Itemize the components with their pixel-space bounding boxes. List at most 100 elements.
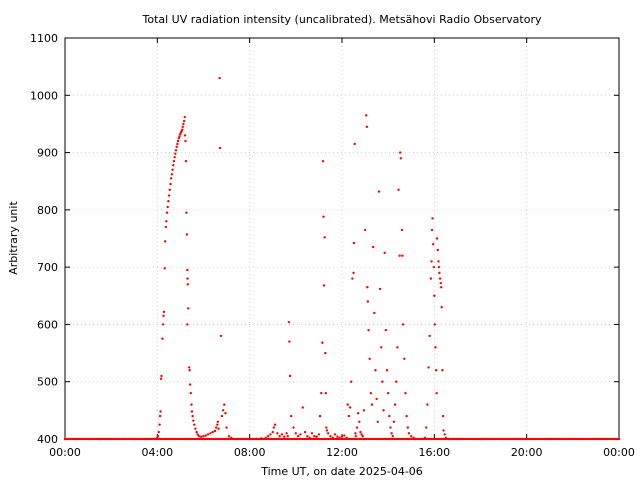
data-point [286,434,289,438]
data-point [156,434,160,438]
data-point [285,432,288,435]
data-point [363,228,367,232]
data-point [176,142,179,146]
y-tick-label: 1100 [30,32,58,45]
data-point [431,243,435,246]
y-tick-label: 600 [37,318,58,331]
data-point [174,149,178,152]
data-point [385,369,389,372]
data-point [352,271,355,275]
data-point [384,328,388,332]
data-point [426,403,429,406]
data-point [325,429,329,432]
data-point [354,432,357,435]
data-point [280,433,284,436]
data-point [360,433,363,436]
data-point [374,369,377,372]
data-point [292,426,295,429]
data-point [178,135,181,138]
data-point [174,152,177,155]
data-point [440,306,443,309]
data-point [227,434,231,438]
data-point [163,267,166,270]
data-point [356,412,360,415]
data-point [388,414,391,418]
data-point [185,211,188,214]
data-point [391,434,394,438]
data-point [425,426,428,429]
data-point [169,182,172,186]
y-tick-label: 500 [37,376,58,389]
data-point [324,351,327,355]
data-point [224,412,227,415]
grid [65,38,619,439]
data-point [173,155,176,159]
x-tick-label: 12:00 [326,446,358,459]
data-point [221,409,225,412]
data-point [278,434,281,438]
data-point [193,423,196,426]
data-point [315,435,318,438]
data-point [347,414,351,418]
y-tick-label: 900 [37,147,58,160]
data-point [288,374,292,378]
x-tick-label: 00:00 [49,446,81,459]
data-point [172,159,176,163]
data-point [436,248,439,252]
data-point [365,114,368,117]
data-point [159,410,162,413]
data-point [410,434,413,438]
data-point [310,432,314,435]
data-point [432,265,436,269]
x-tick-label: 08:00 [234,446,266,459]
data-point [158,423,161,426]
data-point [381,380,384,383]
data-point [433,294,436,297]
y-axis-label: Arbitrary unit [7,201,20,275]
data-point [434,369,438,372]
data-point [336,435,339,438]
data-point [348,406,352,409]
x-tick-label: 00:00 [603,446,635,459]
data-point [181,125,184,128]
data-point [176,139,180,143]
data-point [186,277,189,280]
data-point [376,420,379,424]
data-point [377,190,381,193]
chart-title: Total UV radiation intensity (uncalibrat… [142,13,542,26]
data-point [220,414,224,418]
data-point [299,433,302,436]
data-point [167,200,170,203]
data-point [343,434,346,437]
data-point [271,430,274,434]
data-point [440,285,443,289]
data-point [395,380,398,383]
data-point [362,409,366,412]
data-point [197,434,201,438]
data-point [392,420,396,424]
data-point [216,420,220,424]
data-point [318,414,322,418]
data-point [320,391,323,395]
data-point [406,426,409,429]
data-point [383,251,386,255]
data-point [398,254,401,257]
data-point [400,228,404,232]
data-point [399,157,403,160]
data-point [404,391,407,395]
data-point [184,159,188,163]
data-point [386,391,390,395]
data-point [211,430,214,434]
data-point [182,119,186,123]
data-point [398,151,402,154]
data-point [370,403,374,406]
data-point [189,391,192,395]
data-point [378,287,382,291]
data-point [431,217,434,220]
data-point [351,277,354,280]
data-point [322,284,326,287]
data-point [190,403,193,406]
data-point [183,115,186,119]
data-point [333,433,337,436]
data-point [323,236,326,239]
